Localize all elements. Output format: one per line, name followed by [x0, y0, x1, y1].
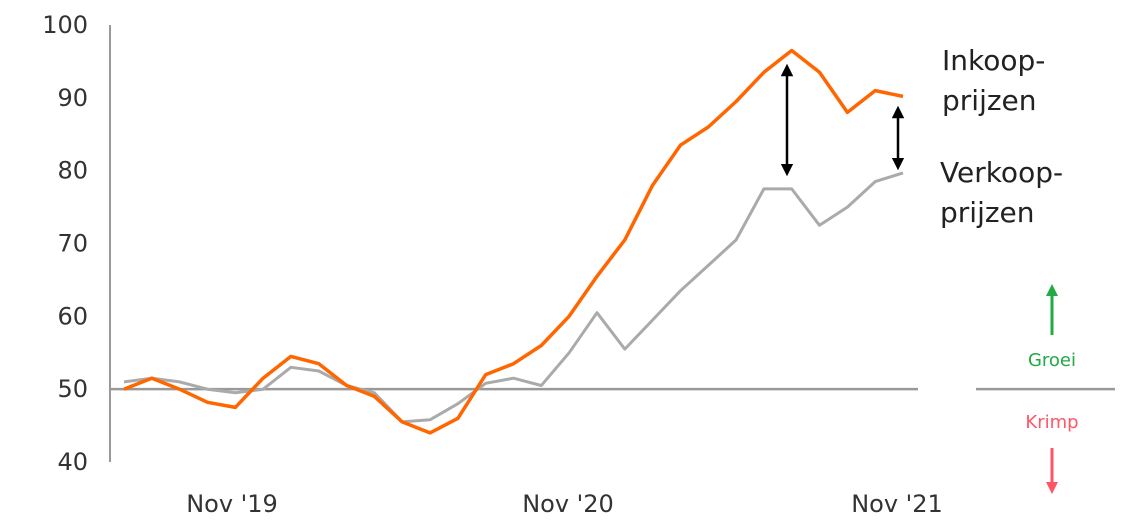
y-tick-label-40: 40 — [57, 448, 88, 476]
x-tick-label-nov-19: Nov '19 — [186, 490, 278, 518]
groei-label: Groei — [1028, 350, 1076, 371]
y-tick-label-60: 60 — [57, 302, 88, 330]
x-tick-label-nov-20: Nov '20 — [522, 490, 614, 518]
series-line-verkoop-prijzen — [123, 171, 904, 424]
krimp-label: Krimp — [1025, 412, 1078, 433]
y-ticks: 40 50 60 70 80 90 100 — [42, 11, 88, 476]
y-tick-label-80: 80 — [57, 157, 88, 185]
y-tick-label-100: 100 — [42, 11, 88, 39]
label-inkoop-line2: prijzen — [942, 84, 1037, 117]
x-tick-label-nov-21: Nov '21 — [851, 490, 943, 518]
y-tick-label-50: 50 — [57, 375, 88, 403]
y-tick-label-90: 90 — [57, 84, 88, 112]
label-inkoop-line1: Inkoop- — [942, 44, 1045, 77]
label-verkoop-line1: Verkoop- — [940, 156, 1063, 189]
label-verkoop-line2: prijzen — [940, 196, 1035, 229]
series-line-inkoop-prijzen — [123, 48, 904, 435]
y-tick-label-70: 70 — [57, 230, 88, 258]
